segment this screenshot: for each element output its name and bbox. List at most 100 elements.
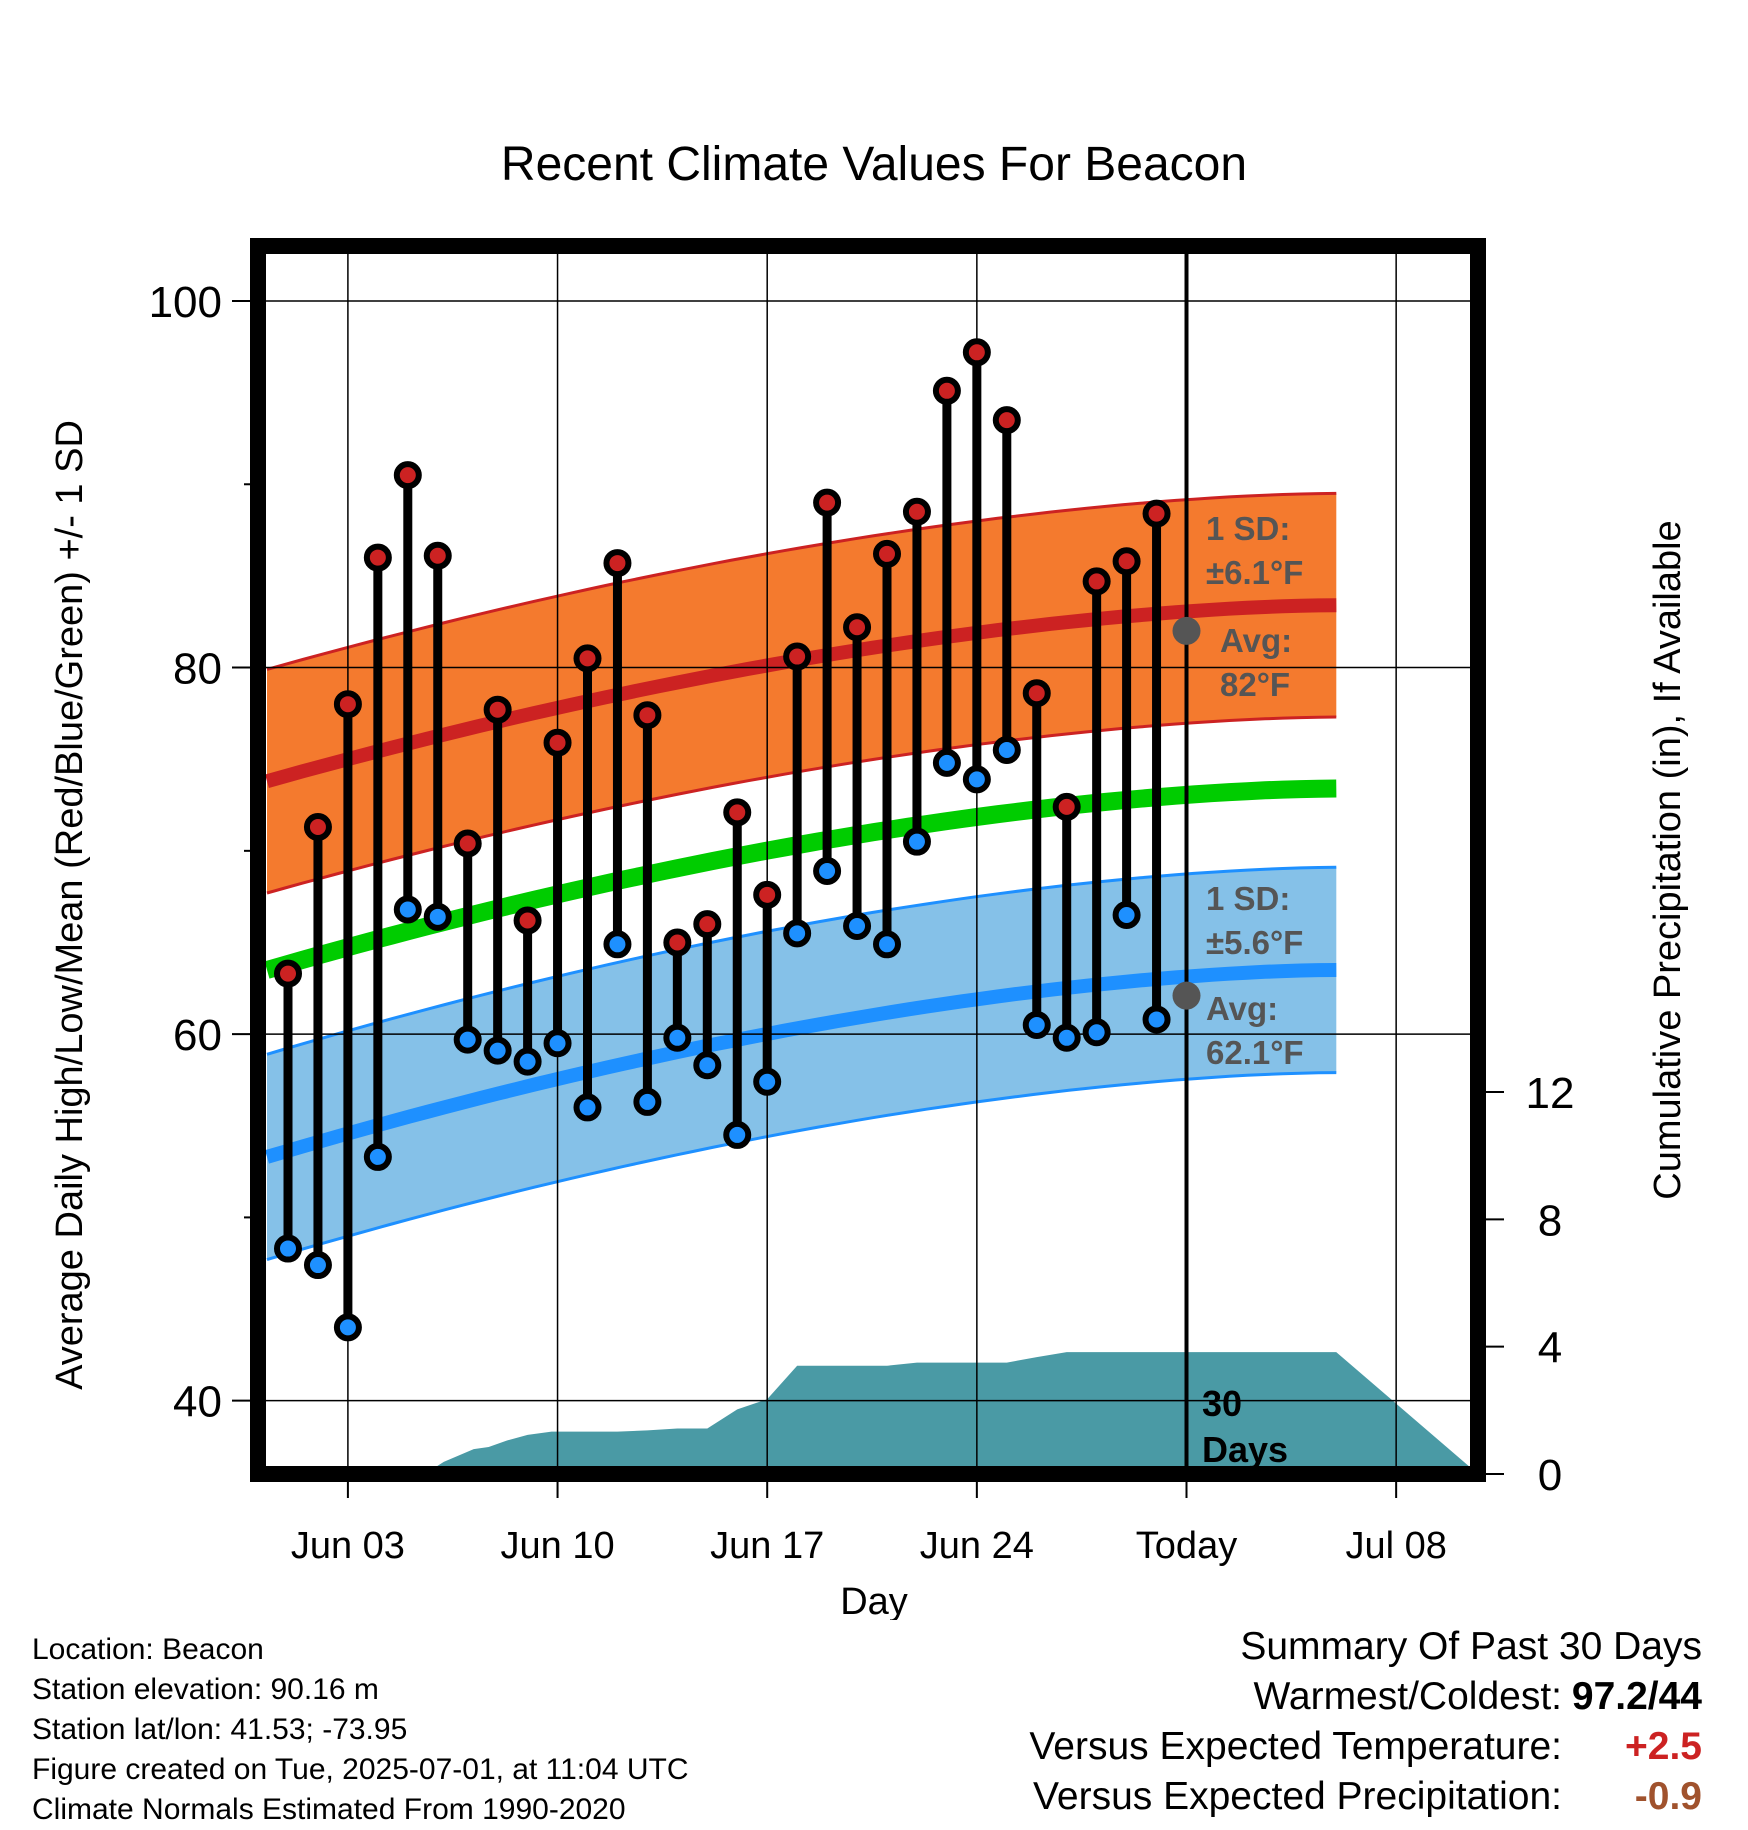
y2-tick-label: 12 xyxy=(1526,1069,1575,1118)
daily-high-point xyxy=(753,880,782,909)
y-axis-label: Average Daily High/Low/Mean (Red/Blue/Gr… xyxy=(49,420,91,1390)
daily-low-point xyxy=(932,748,961,777)
daily-low-point xyxy=(813,856,842,885)
station-info: Location: Beacon Station elevation: 90.1… xyxy=(32,1630,689,1830)
daily-high-point xyxy=(902,497,931,526)
days-word-label: Days xyxy=(1202,1429,1288,1470)
x-tick-label: Jun 03 xyxy=(291,1525,405,1567)
high-sd-label: 1 SD: xyxy=(1206,510,1290,547)
y-tick-label: 40 xyxy=(173,1378,222,1427)
daily-high-point xyxy=(843,613,872,642)
daily-high-point xyxy=(932,376,961,405)
elevation-text: Station elevation: 90.16 m xyxy=(32,1673,379,1706)
low-sd-label: 1 SD: xyxy=(1206,880,1290,917)
daily-high-point xyxy=(663,928,692,957)
daily-high-point xyxy=(813,488,842,517)
daily-low-point xyxy=(453,1025,482,1054)
daily-low-point xyxy=(843,911,872,940)
x-tick-label: Jun 17 xyxy=(710,1525,824,1567)
daily-low-point xyxy=(543,1029,572,1058)
daily-high-point xyxy=(1082,567,1111,596)
daily-low-point xyxy=(573,1093,602,1122)
summary-precip-row: Versus Expected Precipitation: -0.9 xyxy=(1029,1772,1702,1822)
daily-low-point xyxy=(633,1087,662,1116)
high-avg-label: Avg: xyxy=(1220,622,1292,659)
location-text: Location: Beacon xyxy=(32,1633,264,1666)
low-sd-value: ±5.6°F xyxy=(1206,924,1303,961)
y-tick-label: 100 xyxy=(149,278,222,327)
precip-value: -0.9 xyxy=(1634,1775,1702,1818)
daily-high-point xyxy=(423,541,452,570)
daily-high-point xyxy=(1022,679,1051,708)
daily-low-point xyxy=(1022,1010,1051,1039)
daily-low-point xyxy=(873,930,901,959)
daily-low-point xyxy=(603,930,632,959)
chart-title: Recent Climate Values For Beacon xyxy=(501,138,1247,191)
daily-low-point xyxy=(693,1051,722,1080)
summary-warmest-row: Warmest/Coldest: 97.2/44 xyxy=(1029,1672,1702,1722)
x-tick-label: Jun 24 xyxy=(920,1525,1034,1567)
daily-high-point xyxy=(453,829,482,858)
y2-axis-label: Cumulative Precipitation (in), If Availa… xyxy=(1647,520,1689,1199)
daily-low-point xyxy=(274,1234,302,1263)
daily-high-point xyxy=(1052,792,1081,821)
temp-label: Versus Expected Temperature: xyxy=(1029,1725,1562,1768)
latlon-text: Station lat/lon: 41.53; -73.95 xyxy=(32,1713,408,1746)
low-avg-label: Avg: xyxy=(1206,990,1278,1027)
daily-high-point xyxy=(693,910,722,939)
daily-low-point xyxy=(303,1251,332,1280)
x-axis-label: Day xyxy=(840,1581,908,1620)
daily-low-point xyxy=(962,765,991,794)
x-tick-label: Jul 08 xyxy=(1345,1525,1446,1567)
y-tick-label: 60 xyxy=(173,1011,222,1060)
daily-low-point xyxy=(513,1047,542,1076)
daily-low-point xyxy=(1112,900,1141,929)
daily-high-point xyxy=(962,338,991,367)
daily-low-point xyxy=(753,1067,782,1096)
created-text: Figure created on Tue, 2025-07-01, at 11… xyxy=(32,1753,689,1786)
low-avg-value: 62.1°F xyxy=(1206,1034,1304,1071)
daily-low-point xyxy=(992,736,1021,765)
daily-low-point xyxy=(723,1120,752,1149)
high-avg-marker xyxy=(1172,616,1201,645)
daily-high-point xyxy=(363,543,392,572)
daily-high-point xyxy=(1112,547,1141,576)
high-avg-value: 82°F xyxy=(1220,666,1290,703)
warmest-label: Warmest/Coldest: xyxy=(1253,1675,1562,1718)
summary-temp-row: Versus Expected Temperature: +2.5 xyxy=(1029,1722,1702,1772)
precip-label: Versus Expected Precipitation: xyxy=(1033,1775,1562,1818)
daily-high-point xyxy=(603,549,632,578)
daily-low-point xyxy=(333,1313,362,1342)
daily-high-point xyxy=(543,728,572,757)
daily-high-point xyxy=(783,642,812,671)
daily-high-point xyxy=(633,701,662,730)
daily-high-point xyxy=(393,461,422,490)
plot-frame xyxy=(250,238,1486,1482)
precip-area xyxy=(288,1352,1478,1474)
warmest-value: 97.2/44 xyxy=(1571,1675,1702,1718)
normals-text: Climate Normals Estimated From 1990-2020 xyxy=(32,1793,626,1826)
y2-tick-label: 0 xyxy=(1538,1451,1562,1500)
high-sd-value: ±6.1°F xyxy=(1206,554,1303,591)
summary-panel: Summary Of Past 30 Days Warmest/Coldest:… xyxy=(1029,1622,1702,1822)
y2-tick-label: 8 xyxy=(1538,1196,1562,1245)
daily-low-point xyxy=(902,827,931,856)
daily-high-point xyxy=(303,813,332,842)
x-tick-label: Jun 10 xyxy=(501,1525,615,1567)
daily-low-point xyxy=(1142,1005,1171,1034)
daily-low-point xyxy=(1052,1023,1081,1052)
daily-high-point xyxy=(333,690,362,719)
daily-high-point xyxy=(274,959,302,988)
climate-chart: Recent Climate Values For Beacon 1 SD: ±6… xyxy=(49,138,1689,1620)
daily-high-point xyxy=(513,906,542,935)
days-count-label: 30 xyxy=(1202,1383,1242,1424)
daily-low-point xyxy=(783,919,812,948)
daily-low-point xyxy=(663,1023,692,1052)
daily-high-point xyxy=(992,406,1021,435)
plot-area: 1 SD: ±6.1°F Avg: 82°F 1 SD: ±5.6°F Avg: 62.1°F… xyxy=(149,238,1575,1567)
y2-tick-label: 4 xyxy=(1538,1324,1562,1373)
x-tick-label: Today xyxy=(1136,1525,1237,1567)
daily-high-point xyxy=(483,695,512,724)
daily-low-point xyxy=(423,902,452,931)
daily-low-point xyxy=(1082,1018,1111,1047)
